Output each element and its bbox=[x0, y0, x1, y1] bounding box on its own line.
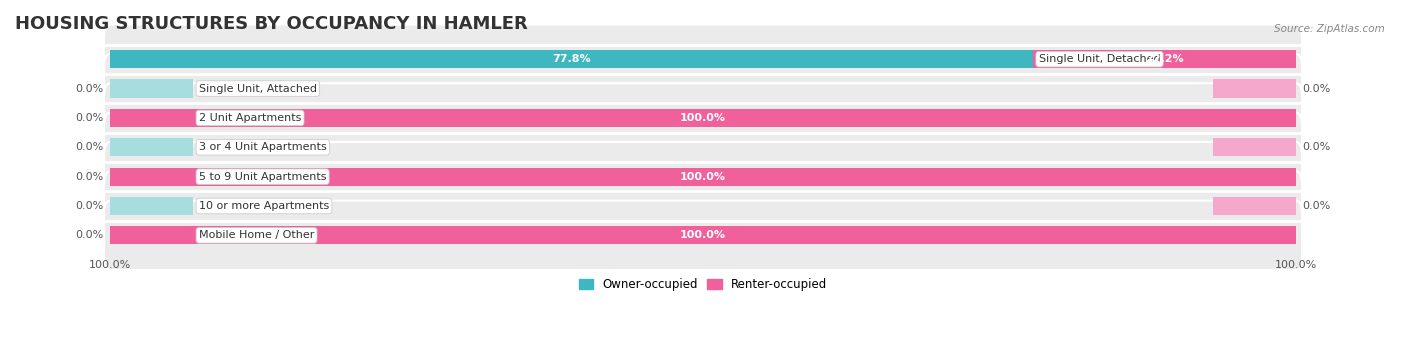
Legend: Owner-occupied, Renter-occupied: Owner-occupied, Renter-occupied bbox=[574, 273, 832, 296]
Text: 0.0%: 0.0% bbox=[1302, 83, 1330, 94]
Text: 0.0%: 0.0% bbox=[76, 172, 104, 182]
Bar bbox=[110, 168, 1296, 186]
Text: 0.0%: 0.0% bbox=[76, 113, 104, 123]
FancyBboxPatch shape bbox=[104, 83, 1302, 153]
Bar bbox=[110, 226, 193, 245]
Text: 100.0%: 100.0% bbox=[681, 172, 725, 182]
FancyBboxPatch shape bbox=[104, 54, 1302, 123]
Text: Single Unit, Detached: Single Unit, Detached bbox=[1039, 54, 1160, 64]
Text: 10 or more Apartments: 10 or more Apartments bbox=[198, 201, 329, 211]
FancyBboxPatch shape bbox=[104, 142, 1302, 211]
Text: 5 to 9 Unit Apartments: 5 to 9 Unit Apartments bbox=[198, 172, 326, 182]
Text: 100.0%: 100.0% bbox=[681, 113, 725, 123]
Bar bbox=[1033, 50, 1296, 68]
Bar bbox=[110, 109, 1296, 127]
Text: 0.0%: 0.0% bbox=[76, 201, 104, 211]
Text: 100.0%: 100.0% bbox=[681, 231, 725, 240]
Text: 0.0%: 0.0% bbox=[76, 142, 104, 152]
Text: HOUSING STRUCTURES BY OCCUPANCY IN HAMLER: HOUSING STRUCTURES BY OCCUPANCY IN HAMLE… bbox=[15, 15, 527, 33]
Bar bbox=[1213, 79, 1296, 98]
Text: 2 Unit Apartments: 2 Unit Apartments bbox=[198, 113, 301, 123]
Text: 77.8%: 77.8% bbox=[553, 54, 591, 64]
Bar bbox=[110, 138, 193, 156]
FancyBboxPatch shape bbox=[104, 171, 1302, 241]
Text: Source: ZipAtlas.com: Source: ZipAtlas.com bbox=[1274, 24, 1385, 34]
Bar bbox=[110, 226, 1296, 245]
Bar bbox=[1213, 138, 1296, 156]
Bar bbox=[110, 109, 193, 127]
Text: Mobile Home / Other: Mobile Home / Other bbox=[198, 231, 314, 240]
FancyBboxPatch shape bbox=[104, 113, 1302, 182]
Text: 3 or 4 Unit Apartments: 3 or 4 Unit Apartments bbox=[198, 142, 326, 152]
Bar bbox=[110, 50, 1033, 68]
Text: Single Unit, Attached: Single Unit, Attached bbox=[198, 83, 316, 94]
Text: 0.0%: 0.0% bbox=[1302, 201, 1330, 211]
Bar bbox=[110, 79, 193, 98]
Text: 22.2%: 22.2% bbox=[1144, 54, 1184, 64]
FancyBboxPatch shape bbox=[104, 201, 1302, 270]
Bar bbox=[110, 168, 193, 186]
FancyBboxPatch shape bbox=[104, 25, 1302, 94]
Bar bbox=[110, 197, 193, 215]
Bar bbox=[1213, 197, 1296, 215]
Text: 0.0%: 0.0% bbox=[76, 231, 104, 240]
Text: 0.0%: 0.0% bbox=[1302, 142, 1330, 152]
Text: 0.0%: 0.0% bbox=[76, 83, 104, 94]
